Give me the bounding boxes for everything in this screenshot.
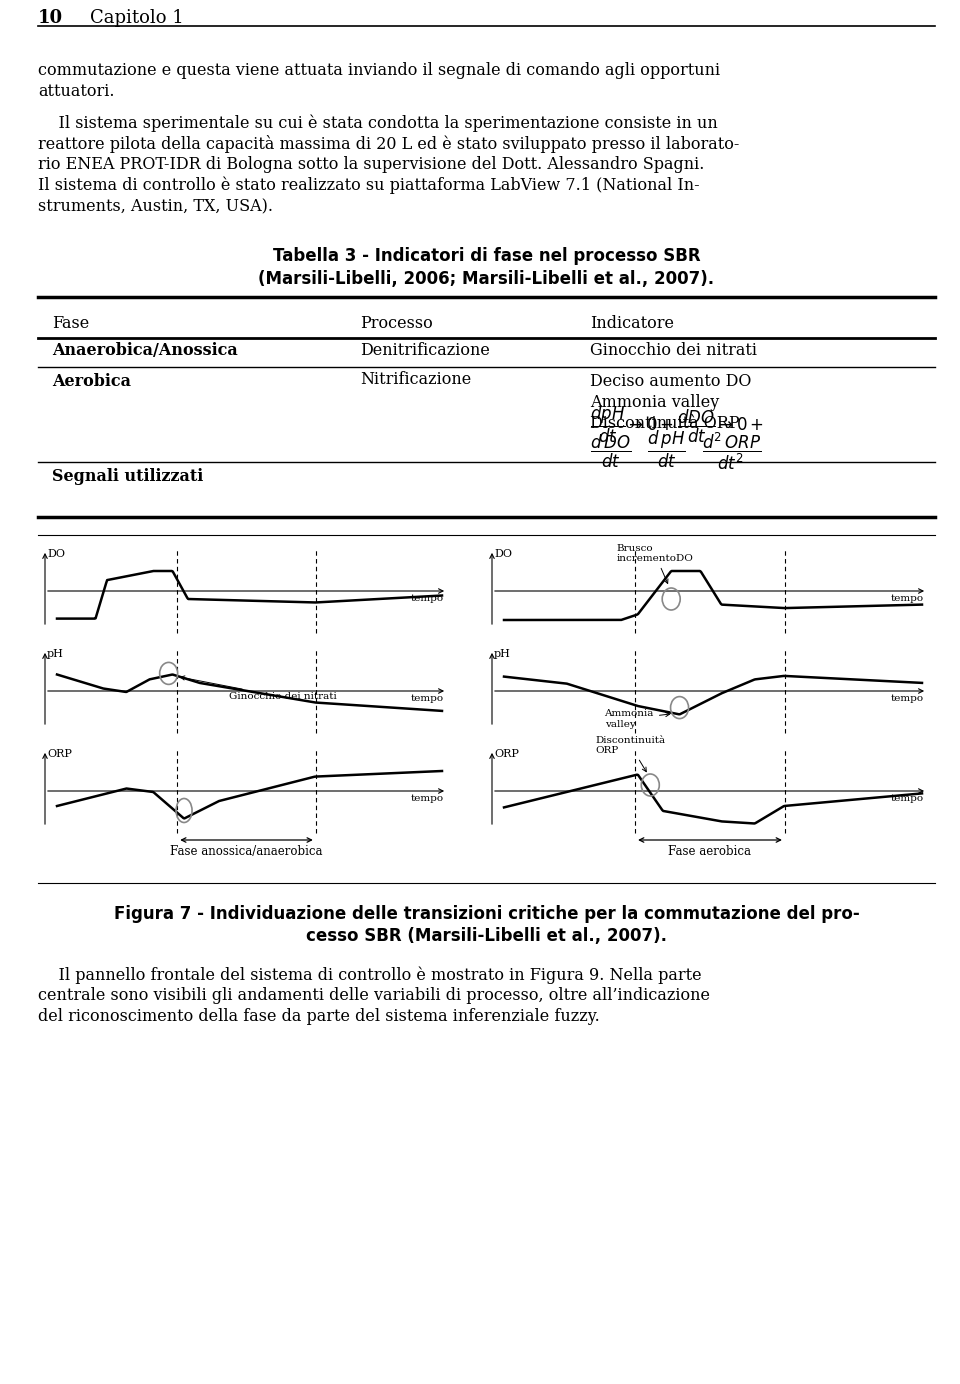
Text: cesso SBR (Marsili-Libelli et al., 2007).: cesso SBR (Marsili-Libelli et al., 2007)… <box>306 927 667 945</box>
Text: Ginocchio dei nitrati: Ginocchio dei nitrati <box>180 675 336 702</box>
Text: Brusco
incrementoDO: Brusco incrementoDO <box>616 544 693 584</box>
Text: Anaerobica/Anossica: Anaerobica/Anossica <box>52 342 238 358</box>
Text: Capitolo 1: Capitolo 1 <box>90 10 183 28</box>
Text: tempo: tempo <box>411 693 444 703</box>
Text: Il sistema di controllo è stato realizzato su piattaforma LabView 7.1 (National : Il sistema di controllo è stato realizza… <box>38 177 700 195</box>
Text: Deciso aumento DO: Deciso aumento DO <box>590 374 752 390</box>
Text: Fase anossica/anaerobica: Fase anossica/anaerobica <box>170 846 323 858</box>
Text: Nitrificazione: Nitrificazione <box>360 371 471 388</box>
Text: centrale sono visibili gli andamenti delle variabili di processo, oltre all’indi: centrale sono visibili gli andamenti del… <box>38 987 710 1003</box>
Text: ORP: ORP <box>47 749 72 758</box>
Text: pH: pH <box>47 649 64 659</box>
Text: Tabella 3 - Indicatori di fase nel processo SBR: Tabella 3 - Indicatori di fase nel proce… <box>273 246 700 264</box>
Text: struments, Austin, TX, USA).: struments, Austin, TX, USA). <box>38 198 273 215</box>
Text: Segnali utilizzati: Segnali utilizzati <box>52 468 204 484</box>
Text: 10: 10 <box>38 10 63 28</box>
Text: tempo: tempo <box>891 794 924 803</box>
Text: Il pannello frontale del sistema di controllo è mostrato in Figura 9. Nella part: Il pannello frontale del sistema di cont… <box>38 966 702 984</box>
Text: pH: pH <box>494 649 511 659</box>
Text: Il sistema sperimentale su cui è stata condotta la sperimentazione consiste in u: Il sistema sperimentale su cui è stata c… <box>38 113 718 131</box>
Text: Ammonia
valley: Ammonia valley <box>605 709 670 728</box>
Text: rio ENEA PROT-IDR di Bologna sotto la supervisione del Dott. Alessandro Spagni.: rio ENEA PROT-IDR di Bologna sotto la su… <box>38 156 705 173</box>
Text: Aerobica: Aerobica <box>52 374 131 390</box>
Text: DO: DO <box>47 549 65 559</box>
Text: DO: DO <box>494 549 512 559</box>
Text: Discontinuità
ORP: Discontinuità ORP <box>595 736 665 772</box>
Text: reattore pilota della capacità massima di 20 L ed è stato sviluppato presso il l: reattore pilota della capacità massima d… <box>38 136 739 154</box>
Text: $\dfrac{dpH}{dt} \rightarrow 0 + \dfrac{dDO}{dt} \rightarrow 0 +$: $\dfrac{dpH}{dt} \rightarrow 0 + \dfrac{… <box>590 403 764 444</box>
Text: del riconoscimento della fase da parte del sistema inferenziale fuzzy.: del riconoscimento della fase da parte d… <box>38 1008 600 1026</box>
Text: Figura 7 - Individuazione delle transizioni critiche per la commutazione del pro: Figura 7 - Individuazione delle transizi… <box>113 905 859 923</box>
Text: Indicatore: Indicatore <box>590 316 674 332</box>
Text: commutazione e questa viene attuata inviando il segnale di comando agli opportun: commutazione e questa viene attuata invi… <box>38 62 720 79</box>
Text: tempo: tempo <box>411 594 444 603</box>
Text: Denitrificazione: Denitrificazione <box>360 342 490 358</box>
Text: (Marsili-Libelli, 2006; Marsili-Libelli et al., 2007).: (Marsili-Libelli, 2006; Marsili-Libelli … <box>258 270 714 288</box>
Text: Ammonia valley: Ammonia valley <box>590 394 719 411</box>
Text: attuatori.: attuatori. <box>38 83 114 100</box>
Text: Processo: Processo <box>360 316 433 332</box>
Text: Ginocchio dei nitrati: Ginocchio dei nitrati <box>590 342 757 358</box>
Text: Fase: Fase <box>52 316 89 332</box>
Text: Discontinuità ORP: Discontinuità ORP <box>590 415 739 432</box>
Text: tempo: tempo <box>891 594 924 603</box>
Text: tempo: tempo <box>411 794 444 803</box>
Text: Fase aerobica: Fase aerobica <box>668 846 752 858</box>
Text: tempo: tempo <box>891 693 924 703</box>
Text: $\dfrac{d\,DO}{dt} \quad \dfrac{d\,pH}{dt} \quad \dfrac{d^2\,ORP}{dt^2}$: $\dfrac{d\,DO}{dt} \quad \dfrac{d\,pH}{d… <box>590 428 761 472</box>
Text: ORP: ORP <box>494 749 518 758</box>
